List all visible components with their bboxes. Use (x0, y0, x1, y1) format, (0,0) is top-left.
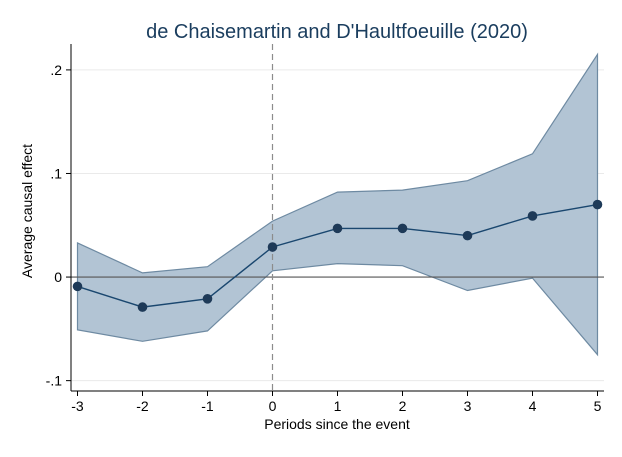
x-tick-label-4: 1 (334, 398, 342, 414)
confidence-band (76, 52, 599, 357)
x-tick-label-1: -2 (136, 398, 149, 414)
chart-title: de Chaisemartin and D'Haultfoeuille (202… (146, 21, 528, 43)
x-tick-label-3: 0 (269, 398, 277, 414)
y-tick-label-3: .2 (50, 62, 62, 78)
y-axis-label: Average causal effect (19, 144, 35, 278)
confidence-band-group (76, 52, 599, 357)
y-tick-label-2: .1 (50, 165, 62, 181)
x-tick-label-7: 4 (529, 398, 537, 414)
estimate-point-3 (267, 242, 278, 252)
estimate-point-5 (397, 223, 408, 234)
estimate-point-0 (72, 281, 83, 292)
estimate-point-7 (527, 211, 538, 221)
x-tick-label-0: -3 (71, 398, 84, 414)
x-tick-label-5: 2 (399, 398, 407, 414)
axes: -.1 0 .1 .2 -3 -2 -1 0 1 2 3 4 5 (46, 44, 604, 414)
y-tick-label-0: -.1 (46, 373, 63, 389)
x-tick-label-8: 5 (594, 398, 602, 414)
estimate-point-2 (202, 294, 213, 304)
estimate-markers (72, 199, 603, 312)
x-tick-label-6: 3 (464, 398, 472, 414)
x-axis-label: Periods since the event (264, 416, 410, 432)
estimate-point-8 (592, 199, 603, 210)
y-tick-label-1: 0 (54, 269, 62, 285)
estimate-point-6 (462, 230, 473, 241)
estimate-point-4 (332, 223, 343, 234)
x-tick-label-2: -1 (201, 398, 214, 414)
estimate-point-1 (137, 302, 148, 312)
reference-lines (71, 44, 604, 391)
